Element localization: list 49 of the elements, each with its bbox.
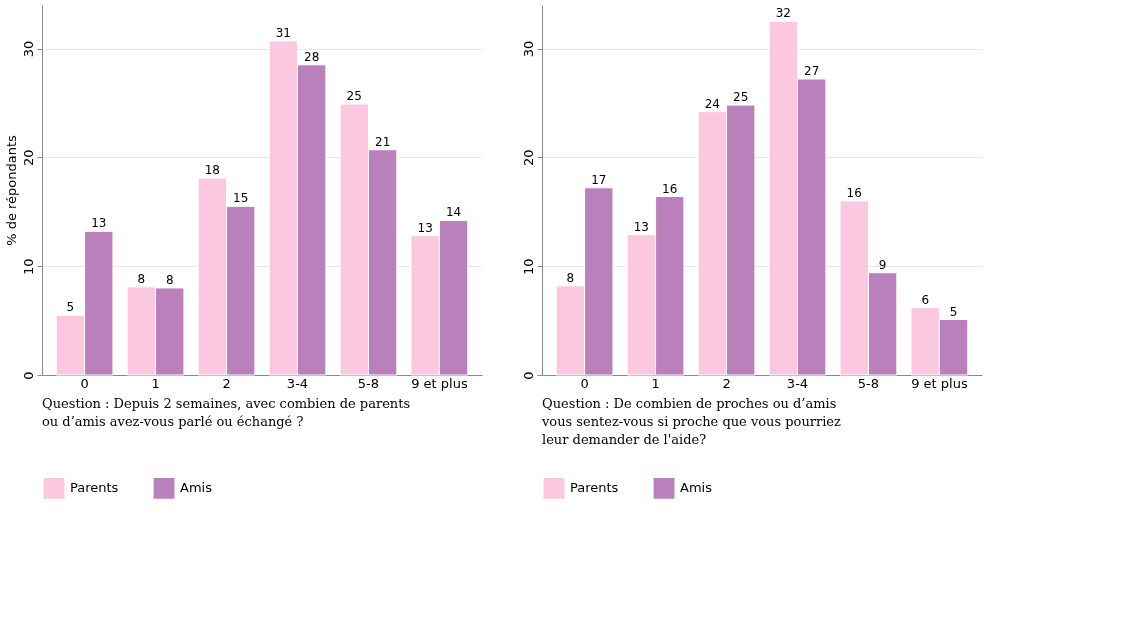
x-tick-label: 1 (151, 375, 160, 391)
x-tick-label: 1 (651, 375, 660, 391)
text: Question : De combien de proches ou d’amis vous sentez-vous si proche que vous pourriez leur demander de l'aide? (541, 396, 842, 447)
data-label: 13 (91, 216, 107, 231)
y-tick-label: 20 (20, 149, 36, 167)
data-label: 9 (878, 257, 887, 272)
data-label: 28 (304, 49, 320, 64)
data-label: 15 (233, 191, 249, 206)
data-label: 21 (375, 134, 391, 149)
data-label: 6 (921, 292, 930, 307)
data-label: 18 (204, 163, 220, 178)
data-label: 5 (949, 304, 958, 319)
data-label: 8 (566, 270, 575, 285)
x-tick-label: 5-8 (357, 375, 380, 391)
x-tick-label: 0 (80, 375, 89, 391)
y-axis-title: % de répondants (3, 134, 19, 246)
legend-label: Parents (570, 480, 619, 496)
data-label: 17 (591, 172, 607, 187)
x-tick-label: 9 et plus (411, 375, 468, 391)
y-tick-label: 10 (20, 258, 36, 275)
legend-label: Amis (680, 480, 713, 496)
x-tick-label: 0 (580, 375, 589, 391)
data-label: 5 (66, 300, 75, 315)
data-label: 25 (346, 89, 362, 104)
data-label: 16 (846, 185, 862, 200)
data-label: 27 (804, 64, 820, 78)
data-label: 32 (775, 6, 791, 21)
data-label: 25 (733, 90, 749, 105)
legend-label: Parents (70, 480, 119, 496)
x-tick-label: 3-4 (286, 375, 309, 391)
x-tick-label: 2 (222, 375, 231, 391)
data-label: 13 (417, 220, 433, 235)
legend-label: Amis (180, 480, 213, 496)
data-label: 16 (662, 181, 678, 196)
y-tick-label: 30 (520, 40, 536, 58)
data-label: 14 (445, 205, 462, 220)
y-tick-label: 30 (20, 40, 36, 58)
data-label: 8 (137, 271, 146, 286)
x-tick-label: 9 et plus (911, 375, 968, 391)
text: Question : Depuis 2 semaines, avec combien de parents ou d’amis avez-vous parlé ou échangé ? (42, 396, 411, 429)
x-tick-label: 2 (722, 375, 731, 391)
y-tick-label: 10 (520, 258, 536, 275)
data-label: 24 (704, 96, 720, 111)
data-label: 13 (633, 219, 649, 234)
data-label: 8 (165, 272, 174, 287)
data-label: 31 (275, 25, 291, 40)
x-tick-label: 3-4 (786, 375, 809, 391)
y-tick-label: 20 (520, 149, 536, 167)
x-tick-label: 5-8 (857, 375, 880, 391)
